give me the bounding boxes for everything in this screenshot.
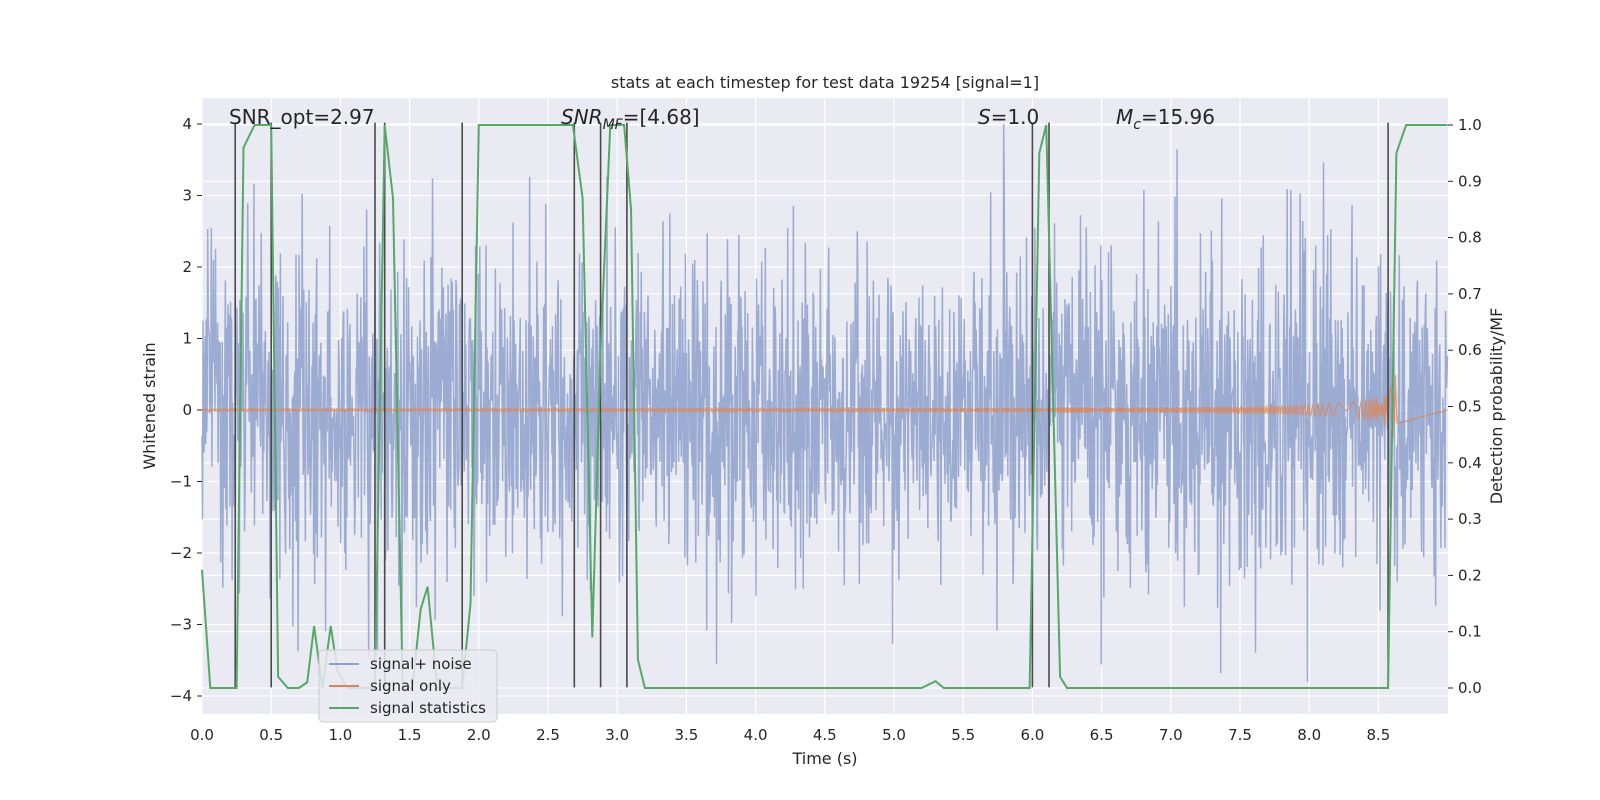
snr-mf-main: SNR (561, 105, 603, 129)
y-tick-label: −3 (170, 616, 192, 634)
y2-tick-label: 0.4 (1458, 454, 1482, 472)
y-tick-label: −2 (170, 544, 192, 562)
y2-tick-label: 0.8 (1458, 229, 1482, 247)
x-tick-label: 6.0 (1020, 726, 1044, 744)
y-tick-label: −4 (170, 687, 192, 705)
x-tick-label: 4.0 (744, 726, 768, 744)
y2-tick-label: 0.3 (1458, 510, 1482, 528)
s-main: S (978, 105, 991, 129)
annotation-mc: Mc=15.96 (1116, 105, 1215, 133)
y-tick-label: 4 (182, 115, 192, 133)
chart-title: stats at each timestep for test data 192… (611, 73, 1039, 92)
series-signal-statistics (201, 124, 1448, 689)
x-tick-label: 2.0 (467, 726, 491, 744)
y2-tick-label: 0.9 (1458, 172, 1482, 190)
x-axis-label: Time (s) (791, 749, 857, 768)
annotation-s: S=1.0 (978, 105, 1039, 129)
y2-tick-label: 0.2 (1458, 566, 1482, 584)
y-tick-label: 3 (182, 187, 192, 205)
y-tick-label: 1 (182, 330, 192, 348)
noise-line (201, 123, 1449, 682)
x-tick-label: 1.0 (328, 726, 352, 744)
mc-value: =15.96 (1141, 105, 1215, 129)
y-tick-labels: 4 3 2 1 0 −1 −2 −3 −4 (170, 115, 202, 705)
snr-mf-sub: MF (603, 117, 624, 133)
y2-tick-label: 1.0 (1458, 116, 1482, 134)
legend-entry-noise: signal+ noise (370, 655, 472, 673)
x-tick-label: 0.5 (259, 726, 283, 744)
signal-line (201, 374, 1448, 439)
x-tick-label: 7.0 (1159, 726, 1183, 744)
y-tick-label: −1 (170, 473, 192, 491)
x-tick-label: 4.5 (813, 726, 837, 744)
y2-tick-label: 0.1 (1458, 623, 1482, 641)
annotation-snr-mf: SNRMF=[4.68] (561, 105, 700, 133)
mc-sub: c (1133, 117, 1141, 133)
x-tick-label: 8.0 (1297, 726, 1321, 744)
y2-axis-label: Detection probability/MF (1487, 308, 1506, 505)
x-tick-label: 6.5 (1090, 726, 1114, 744)
s-value: =1.0 (991, 105, 1040, 129)
legend: signal+ noise signal only signal statist… (318, 649, 498, 723)
y-tick-label: 2 (182, 258, 192, 276)
annotation-snr-opt: SNR_opt=2.97 (229, 105, 375, 129)
x-tick-label: 3.0 (605, 726, 629, 744)
y2-tick-label: 0.6 (1458, 341, 1482, 359)
x-tick-label: 1.5 (398, 726, 422, 744)
x-tick-labels: 0.0 0.5 1.0 1.5 2.0 2.5 3.0 3.5 4.0 4.5 5.0 5.5 6.0 6… (190, 726, 1390, 744)
y2-tick-label: 0.7 (1458, 285, 1482, 303)
legend-box (318, 649, 498, 723)
x-tick-label: 5.0 (882, 726, 906, 744)
x-tick-label: 5.5 (951, 726, 975, 744)
x-tick-label: 3.5 (674, 726, 698, 744)
y2-tick-label: 0.5 (1458, 398, 1482, 416)
y2-tick-label: 0.0 (1458, 679, 1482, 697)
series-signal-noise (201, 123, 1449, 682)
y-axis-label: Whitened strain (140, 342, 159, 469)
x-tick-label: 8.5 (1366, 726, 1390, 744)
x-tick-label: 2.5 (536, 726, 560, 744)
mc-main: M (1116, 105, 1133, 129)
x-tick-label: 0.0 (190, 726, 214, 744)
y2-tick-labels: 1.0 0.9 0.8 0.7 0.6 0.5 0.4 0.3 0.2 0.1 0.0 (1448, 116, 1482, 697)
x-tick-label: 7.5 (1228, 726, 1252, 744)
series-signal-only (201, 374, 1448, 439)
y-tick-label: 0 (182, 401, 192, 419)
stats-line (201, 124, 1448, 689)
legend-entry-stats: signal statistics (370, 699, 486, 717)
legend-entry-signal: signal only (370, 677, 451, 695)
snr-mf-value: =[4.68] (623, 105, 700, 129)
